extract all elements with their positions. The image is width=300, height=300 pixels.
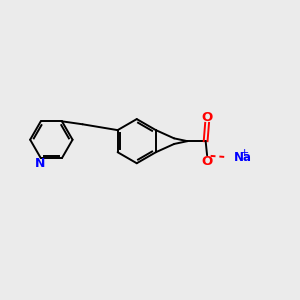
Text: O: O — [202, 155, 213, 168]
Text: N: N — [35, 157, 46, 170]
Text: O: O — [202, 111, 213, 124]
Text: +: + — [240, 148, 249, 158]
Text: Na: Na — [234, 151, 252, 164]
